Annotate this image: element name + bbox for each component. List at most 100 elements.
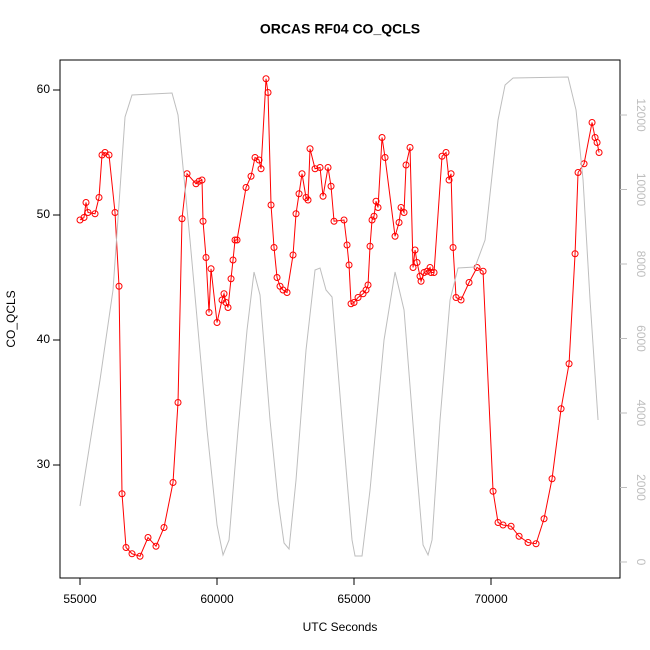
point [574, 169, 582, 176]
point [426, 264, 434, 271]
y2-tick-label: 6000 [634, 325, 648, 352]
point [430, 269, 438, 276]
point [548, 475, 556, 483]
y-tick-label: 40 [37, 332, 51, 346]
point [368, 216, 376, 224]
point [557, 405, 565, 413]
point [411, 246, 419, 254]
point [247, 172, 255, 180]
point [588, 119, 596, 126]
point [264, 89, 272, 96]
point [366, 242, 374, 250]
point [298, 170, 306, 178]
x-tick-label: 65000 [337, 592, 371, 606]
x-tick-label: 60000 [200, 592, 234, 606]
point [499, 521, 507, 529]
point [174, 399, 182, 406]
point [340, 216, 348, 224]
point [350, 299, 358, 306]
point [242, 184, 250, 191]
y2-tick-label: 12000 [634, 98, 648, 132]
point [213, 319, 221, 326]
point [169, 479, 177, 486]
point [255, 156, 263, 164]
point [372, 197, 380, 205]
series-line [79, 76, 599, 557]
point [270, 244, 278, 251]
point [273, 274, 281, 281]
y-tick-label: 50 [37, 207, 51, 221]
chart-title: ORCAS RF04 CO_QCLS [260, 21, 420, 37]
point [178, 215, 186, 223]
point [257, 165, 265, 173]
point [267, 201, 275, 209]
y2-tick-label: 8000 [634, 251, 648, 278]
point [295, 190, 303, 198]
point [345, 261, 353, 269]
point [593, 139, 601, 146]
series-line [79, 78, 600, 557]
point [427, 269, 435, 276]
y2-tick-label: 0 [634, 559, 648, 566]
y2-tick-label: 2000 [634, 474, 648, 501]
point [565, 360, 573, 368]
y-tick-label: 60 [37, 82, 51, 96]
point [128, 550, 136, 558]
point [532, 540, 540, 548]
point [220, 290, 228, 298]
x-tick-label: 70000 [474, 592, 508, 606]
point [395, 219, 403, 226]
point [479, 267, 487, 275]
point [374, 204, 382, 211]
point [198, 176, 206, 184]
point [457, 296, 465, 304]
y2-tick-label: 4000 [634, 400, 648, 427]
point [199, 217, 207, 225]
point [311, 165, 319, 173]
point [289, 251, 297, 259]
point [417, 277, 425, 285]
point [160, 524, 168, 531]
plot-frame [59, 59, 621, 579]
point [378, 134, 386, 141]
point [413, 259, 421, 266]
point [324, 164, 332, 171]
point [489, 487, 497, 495]
point [91, 210, 99, 218]
y2-tick-label: 10000 [634, 173, 648, 207]
point [229, 256, 237, 264]
point [224, 304, 232, 311]
point [304, 196, 312, 204]
point [595, 149, 603, 156]
point [447, 170, 455, 178]
point [95, 194, 103, 201]
point [144, 534, 152, 541]
point [283, 289, 291, 296]
point [82, 199, 90, 206]
point [397, 204, 405, 211]
x-axis-label: UTC Seconds [303, 620, 378, 634]
point [524, 539, 532, 546]
point [354, 294, 362, 301]
point [442, 149, 450, 156]
point [152, 542, 160, 550]
point [122, 544, 130, 551]
point [115, 282, 123, 290]
point [84, 209, 92, 216]
point [205, 309, 213, 316]
point [406, 144, 414, 151]
point [507, 522, 515, 530]
point [202, 254, 210, 261]
point [118, 490, 126, 498]
point [364, 281, 372, 289]
point [319, 192, 327, 200]
point [343, 241, 351, 249]
point [409, 264, 417, 271]
point [306, 145, 314, 153]
point [80, 214, 88, 221]
point [233, 236, 241, 244]
point [402, 161, 410, 169]
point [449, 244, 457, 251]
